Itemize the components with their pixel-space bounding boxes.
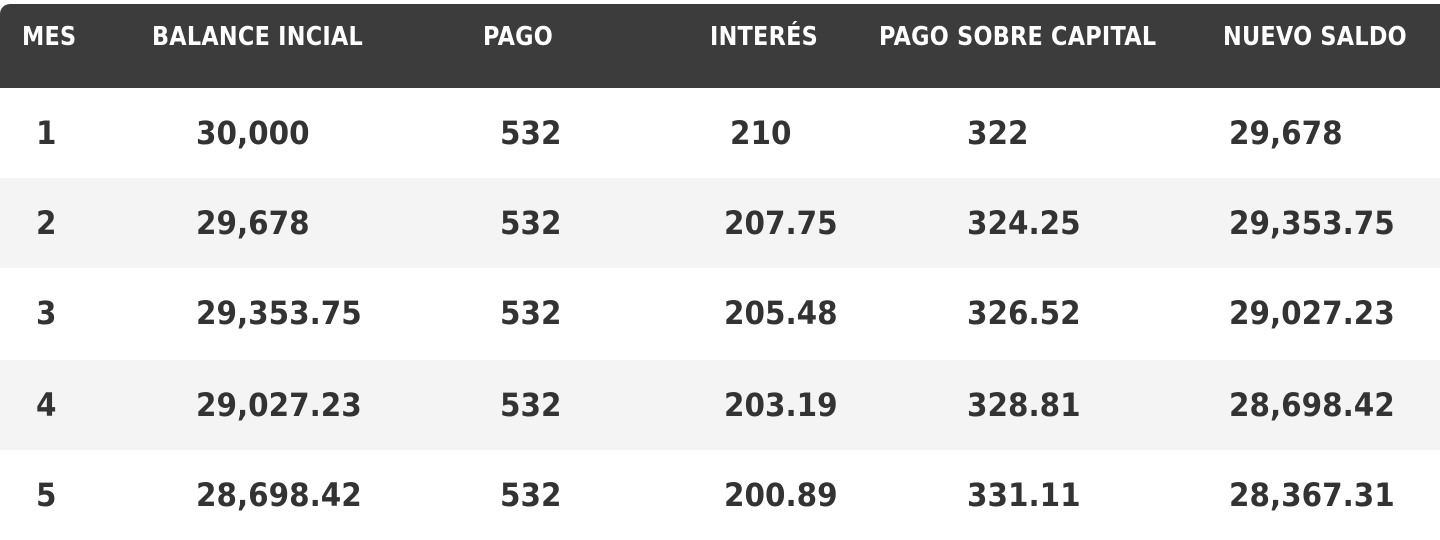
cell-mes: 5 bbox=[36, 476, 57, 514]
cell-mes: 1 bbox=[36, 114, 57, 152]
cell-pago-sobre-capital: 322 bbox=[967, 114, 1029, 152]
table-row: 2 29,678 532 207.75 324.25 29,353.75 bbox=[0, 178, 1440, 268]
header-mes: MES bbox=[22, 22, 77, 52]
cell-pago-sobre-capital: 326.52 bbox=[967, 294, 1081, 332]
header-balance-inicial: BALANCE INCIAL bbox=[152, 22, 364, 52]
cell-nuevo-saldo: 29,678 bbox=[1229, 114, 1343, 152]
cell-balance-inicial: 30,000 bbox=[196, 114, 310, 152]
cell-pago: 532 bbox=[500, 386, 562, 424]
cell-balance-inicial: 29,678 bbox=[196, 204, 310, 242]
header-pago-sobre-capital: PAGO SOBRE CAPITAL bbox=[879, 22, 1157, 52]
table-row: 3 29,353.75 532 205.48 326.52 29,027.23 bbox=[0, 268, 1440, 358]
cell-balance-inicial: 28,698.42 bbox=[196, 476, 362, 514]
cell-pago-sobre-capital: 324.25 bbox=[967, 204, 1081, 242]
cell-nuevo-saldo: 29,027.23 bbox=[1229, 294, 1395, 332]
cell-pago-sobre-capital: 328.81 bbox=[967, 386, 1081, 424]
table-row: 4 29,027.23 532 203.19 328.81 28,698.42 bbox=[0, 360, 1440, 450]
table-header: MES BALANCE INCIAL PAGO INTERÉS PAGO SOB… bbox=[0, 4, 1440, 88]
cell-pago: 532 bbox=[500, 476, 562, 514]
header-interes: INTERÉS bbox=[710, 22, 818, 52]
cell-interes: 210 bbox=[730, 114, 792, 152]
cell-nuevo-saldo: 29,353.75 bbox=[1229, 204, 1395, 242]
cell-mes: 3 bbox=[36, 294, 57, 332]
cell-balance-inicial: 29,353.75 bbox=[196, 294, 362, 332]
cell-pago: 532 bbox=[500, 204, 562, 242]
cell-interes: 203.19 bbox=[724, 386, 838, 424]
header-nuevo-saldo: NUEVO SALDO bbox=[1223, 22, 1407, 52]
cell-pago: 532 bbox=[500, 294, 562, 332]
cell-nuevo-saldo: 28,367.31 bbox=[1229, 476, 1395, 514]
cell-pago: 532 bbox=[500, 114, 562, 152]
cell-balance-inicial: 29,027.23 bbox=[196, 386, 362, 424]
table-row: 5 28,698.42 532 200.89 331.11 28,367.31 bbox=[0, 450, 1440, 540]
table-row: 1 30,000 532 210 322 29,678 bbox=[0, 88, 1440, 178]
cell-interes: 205.48 bbox=[724, 294, 838, 332]
cell-mes: 4 bbox=[36, 386, 57, 424]
cell-mes: 2 bbox=[36, 204, 57, 242]
cell-interes: 200.89 bbox=[724, 476, 838, 514]
cell-nuevo-saldo: 28,698.42 bbox=[1229, 386, 1395, 424]
header-pago: PAGO bbox=[483, 22, 554, 52]
cell-interes: 207.75 bbox=[724, 204, 838, 242]
cell-pago-sobre-capital: 331.11 bbox=[967, 476, 1081, 514]
